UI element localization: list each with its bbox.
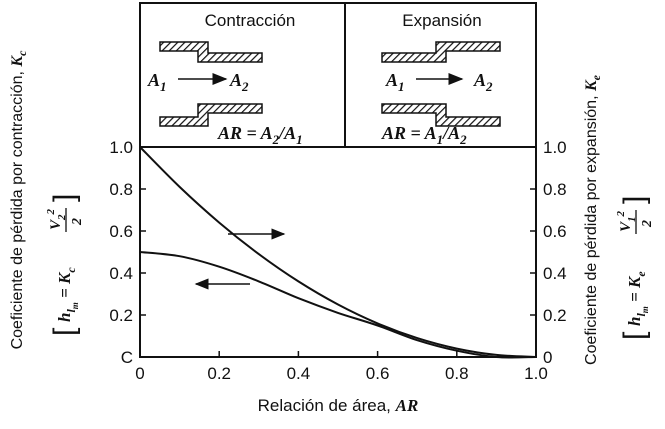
right-formula-bracket-close: ] xyxy=(618,196,651,204)
right-tick-label: 0.6 xyxy=(543,222,567,241)
left-tick-label: 1.0 xyxy=(109,138,133,157)
series-layer xyxy=(139,146,537,359)
contraction-a2: A2 xyxy=(229,70,249,94)
x-tick-label: 0.8 xyxy=(445,364,469,383)
left-tick-label: 0.2 xyxy=(109,306,133,325)
right-formula-text: hlm = Ke xyxy=(625,271,650,326)
right-tick-label: 0.4 xyxy=(543,264,567,283)
right-formula-denominator: 2 xyxy=(640,220,655,228)
left-tick-label: 0.8 xyxy=(109,180,133,199)
left-formula-bracket-close: ] xyxy=(48,194,81,202)
x-tick-label: 0.4 xyxy=(287,364,311,383)
contraction-ar-formula: AR = A2/A1 xyxy=(217,123,303,147)
left-axis-label: Coeficiente de pérdida por contracción, … xyxy=(9,50,29,350)
right-tick-label: 0.2 xyxy=(543,306,567,325)
right-tick-label: 0.8 xyxy=(543,180,567,199)
left-formula-bracket-open: [ xyxy=(48,327,81,336)
contraction-a1: A1 xyxy=(147,70,167,94)
left-tick-label: C xyxy=(121,348,133,367)
expansion-panel: Expansión A1 A2 AR = A1/A2 xyxy=(381,11,501,147)
right-formula-bracket-open: [ xyxy=(618,331,651,340)
left-formula-text: hlm = Kc xyxy=(55,267,80,322)
contraction-wall-top xyxy=(159,41,263,63)
x-axis-ticks: 0 0.2 0.4 0.6 0.8 1.0 xyxy=(135,351,548,383)
x-tick-label: 0.6 xyxy=(366,364,390,383)
right-tick-label: 0 xyxy=(543,348,552,367)
right-tick-label: 1.0 xyxy=(543,138,567,157)
left-axis-ticks: C 0.2 0.4 0.6 0.8 1.0 xyxy=(109,138,146,367)
right-formula: [ hlm = Ke V12 2 ] xyxy=(615,196,655,340)
expansion-a2: A2 xyxy=(473,70,493,94)
expansion-curve xyxy=(139,146,537,358)
expansion-wall-bottom xyxy=(381,103,501,127)
x-tick-label: 0 xyxy=(135,364,144,383)
left-formula-denominator: 2 xyxy=(70,218,85,226)
left-formula: [ hlm = Kc V22 2 ] xyxy=(45,194,85,336)
contraction-title: Contracción xyxy=(205,11,296,30)
contraction-panel: Contracción A1 A2 AR = A2/A1 xyxy=(147,11,303,147)
x-axis-label: Relación de área, AR xyxy=(258,396,419,415)
contraction-curve xyxy=(139,251,537,359)
right-axis-label: Coeficiente de pérdida por expansión, Ke xyxy=(583,74,603,365)
right-formula-velocity: V12 xyxy=(615,210,638,232)
plot-area xyxy=(139,146,537,358)
left-tick-label: 0.4 xyxy=(109,264,133,283)
expansion-ar-formula: AR = A1/A2 xyxy=(381,123,467,147)
x-tick-label: 1.0 xyxy=(524,364,548,383)
expansion-a1: A1 xyxy=(385,70,405,94)
expansion-wall-top xyxy=(381,41,501,63)
expansion-title: Expansión xyxy=(402,11,481,30)
left-tick-label: 0.6 xyxy=(109,222,133,241)
left-formula-velocity: V22 xyxy=(45,208,68,230)
contraction-wall-bottom xyxy=(159,103,263,127)
x-tick-label: 0.2 xyxy=(207,364,231,383)
